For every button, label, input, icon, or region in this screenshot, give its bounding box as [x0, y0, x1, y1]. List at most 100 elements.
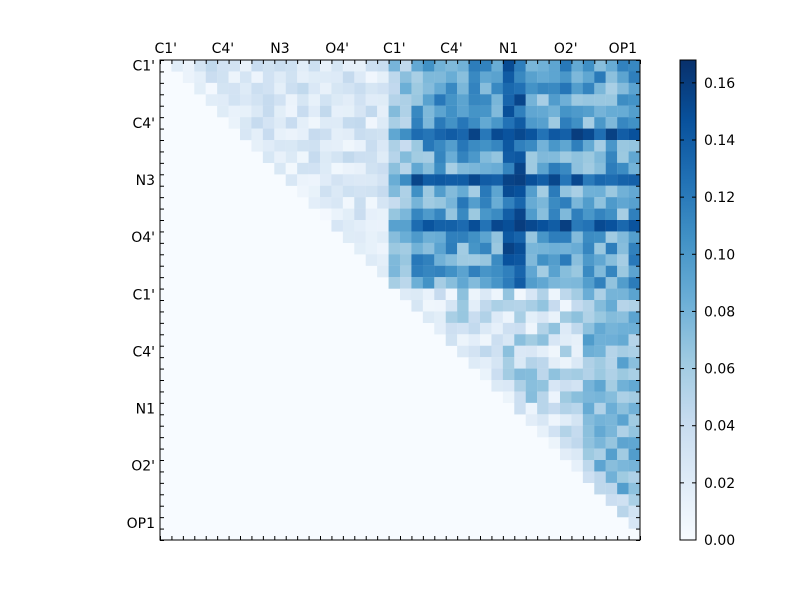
heat-cell [445, 174, 458, 186]
heat-cell [400, 231, 412, 244]
heat-cell [411, 185, 424, 198]
heat-cell [388, 277, 401, 289]
heat-cell [525, 140, 538, 152]
heat-cell [571, 94, 584, 106]
heat-cell [525, 105, 538, 118]
heat-cell [594, 414, 606, 426]
heat-cell [548, 288, 561, 301]
heat-cell [445, 151, 458, 164]
heat-cell [365, 231, 378, 244]
heat-cell [422, 254, 435, 266]
heat-cell [320, 105, 332, 118]
heat-cell [525, 208, 538, 221]
heat-cell [502, 334, 515, 346]
heat-cell [560, 151, 572, 164]
heat-cell [308, 185, 321, 198]
axis-ticks [160, 60, 641, 541]
heat-cell [434, 220, 446, 232]
heat-cell [594, 288, 606, 301]
heat-cell [365, 128, 378, 141]
heat-cell [411, 174, 424, 186]
heat-cell [308, 174, 321, 186]
heat-cell [388, 185, 401, 198]
heat-cell [251, 82, 264, 95]
heat-cell [617, 174, 629, 186]
heat-cell [422, 94, 435, 106]
heat-cell [457, 151, 469, 164]
heat-cell [422, 128, 435, 141]
y-tick-label: C1' [132, 287, 155, 303]
heat-cell [548, 60, 561, 72]
heat-cell [628, 151, 641, 164]
heat-cell [514, 254, 526, 266]
heat-cell [274, 82, 286, 95]
heat-cell [560, 60, 572, 72]
heat-cell [285, 128, 298, 141]
heat-cell [388, 162, 401, 175]
heat-cell [594, 265, 606, 278]
heat-cell [560, 448, 572, 461]
heat-cell [537, 71, 549, 84]
heat-cell [525, 368, 538, 381]
heat-cell [525, 242, 538, 255]
heat-cell [514, 140, 526, 152]
heat-cell [434, 254, 446, 266]
heat-cell [422, 117, 435, 129]
heat-cell [388, 242, 401, 255]
heat-cell [331, 117, 344, 129]
heat-cell [182, 71, 195, 84]
heat-cell [582, 311, 595, 324]
heat-cell [285, 162, 298, 175]
heat-cell [605, 117, 618, 129]
heat-cell [548, 185, 561, 198]
heat-cell [468, 311, 481, 324]
heat-cell [331, 60, 344, 72]
heat-cell [354, 220, 366, 232]
heat-cell [617, 414, 629, 426]
heat-cell [502, 82, 515, 95]
heat-cell [537, 425, 549, 438]
heat-cell [388, 71, 401, 84]
heat-cell [274, 117, 286, 129]
heat-cell [560, 425, 572, 438]
heat-cell [514, 300, 526, 312]
heat-cell [605, 220, 618, 232]
heat-cell [377, 231, 389, 244]
heat-cell [594, 94, 606, 106]
heat-cell [548, 300, 561, 312]
heat-cell [571, 105, 584, 118]
heat-cell [617, 82, 629, 95]
heat-cell [480, 265, 492, 278]
heat-cell [560, 277, 572, 289]
heat-cell [297, 162, 309, 175]
heat-cell [320, 60, 332, 72]
x-tick-label: OP1 [609, 41, 637, 57]
heat-cell [491, 322, 504, 335]
heat-cell [537, 242, 549, 255]
heat-cell [548, 322, 561, 335]
heat-cell [468, 322, 481, 335]
heat-cell [445, 311, 458, 324]
heat-cell [514, 402, 526, 415]
heat-cell [377, 82, 389, 95]
heat-cell [514, 197, 526, 209]
heat-cell [297, 151, 309, 164]
heat-cell [400, 140, 412, 152]
heat-cell [365, 71, 378, 84]
heat-cell [308, 151, 321, 164]
heat-cell [434, 82, 446, 95]
heat-cell [571, 82, 584, 95]
heat-cell [537, 288, 549, 301]
heat-cell [582, 460, 595, 472]
heat-cell [617, 151, 629, 164]
heat-cell [571, 128, 584, 141]
heat-cell [617, 277, 629, 289]
heat-cell [354, 82, 366, 95]
heat-cell [422, 60, 435, 72]
heat-cell [548, 380, 561, 392]
heat-cell [491, 82, 504, 95]
heat-cell [354, 105, 366, 118]
heat-cell [388, 128, 401, 141]
heat-cell [525, 345, 538, 358]
heat-cell [560, 357, 572, 369]
